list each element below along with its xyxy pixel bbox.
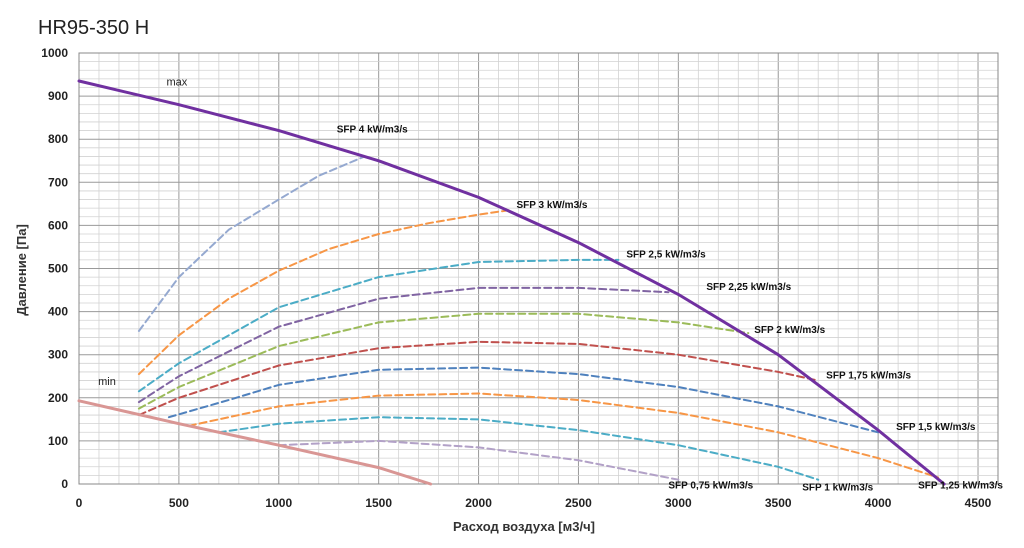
x-tick-label: 1000	[265, 496, 292, 510]
chart-title: HR95-350 H	[38, 17, 150, 39]
y-tick-label: 1000	[41, 46, 68, 60]
sfp-curve	[167, 366, 880, 434]
x-tick-label: 0	[76, 496, 83, 510]
annotation-max: max	[167, 76, 188, 88]
x-tick-label: 500	[169, 496, 189, 510]
sfp-label: SFP 2,25 kW/m3/s	[706, 282, 791, 293]
sfp-label: SFP 4 kW/m3/s	[337, 125, 408, 136]
y-tick-label: 800	[48, 132, 68, 146]
max-curve	[77, 79, 946, 486]
x-tick-label: 2000	[465, 496, 492, 510]
y-tick-label: 900	[48, 89, 68, 103]
annotation-min: min	[98, 376, 116, 388]
sfp-curve	[137, 286, 670, 404]
sfp-label: SFP 1 kW/m3/s	[802, 482, 873, 493]
sfp-curve	[137, 155, 366, 332]
x-axis-title: Расход воздуха [м3/ч]	[453, 519, 595, 534]
x-tick-label: 4500	[965, 496, 992, 510]
sfp-curve	[137, 312, 750, 410]
sfp-curve	[137, 258, 620, 393]
x-tick-label: 1500	[365, 496, 392, 510]
y-tick-label: 300	[48, 348, 68, 362]
y-tick-label: 700	[48, 175, 68, 189]
boundary-curves	[77, 79, 946, 486]
sfp-label: SFP 2 kW/m3/s	[754, 325, 825, 336]
grid	[78, 52, 999, 485]
series-group	[137, 155, 940, 481]
sfp-curve	[187, 392, 940, 479]
sfp-label: SFP 0,75 kW/m3/s	[668, 480, 753, 491]
y-tick-label: 500	[48, 262, 68, 276]
y-tick-label: 100	[48, 434, 68, 448]
labels: SFP 4 kW/m3/s SFP 3 kW/m3/s SFP 2,5 kW/m3/…	[98, 76, 1003, 493]
y-tick-label: 400	[48, 305, 68, 319]
sfp-label: SFP 1,75 kW/m3/s	[826, 370, 911, 381]
y-tick-label: 200	[48, 391, 68, 405]
axes: 0 500 1000 1500 2000 2500 3000 3500 4000 4500 0 100…	[41, 46, 991, 510]
sfp-curve	[137, 209, 510, 376]
sfp-curve	[277, 439, 680, 481]
x-tick-label: 4000	[865, 496, 892, 510]
sfp-label: SFP 2,5 kW/m3/s	[626, 250, 706, 261]
y-tick-label: 0	[61, 477, 68, 491]
x-tick-label: 3500	[765, 496, 792, 510]
x-tick-label: 3000	[665, 496, 692, 510]
plot-border	[78, 52, 999, 485]
sfp-curve	[137, 340, 820, 416]
sfp-label: SFP 3 kW/m3/s	[517, 200, 588, 211]
min-curve	[77, 399, 433, 486]
sfp-curve	[217, 416, 820, 481]
y-tick-label: 600	[48, 218, 68, 232]
sfp-label: SFP 1,5 kW/m3/s	[896, 422, 976, 433]
x-tick-label: 2500	[565, 496, 592, 510]
sfp-label: SFP 1,25 kW/m3/s	[918, 480, 1003, 491]
y-axis-title: Давление [Па]	[14, 224, 29, 316]
